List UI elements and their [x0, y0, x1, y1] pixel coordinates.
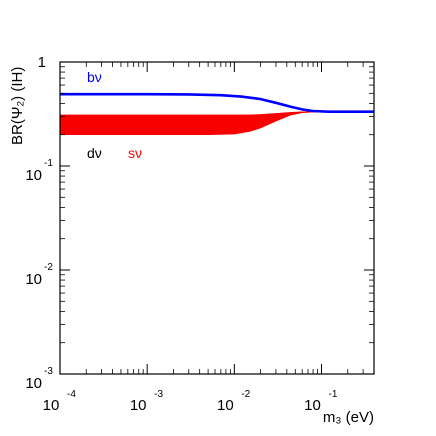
annotation-snu: sν: [128, 145, 142, 161]
series-bnu-line: [60, 92, 374, 113]
tick-layer: [59, 61, 375, 375]
x-tick-label-exponent: -1: [329, 389, 338, 400]
y-tick-label: 1: [38, 54, 46, 71]
x-tick-label-exponent: -3: [154, 389, 163, 400]
annotation-bnu: bν: [87, 69, 102, 85]
y-tick-label: 10: [25, 167, 42, 184]
x-tick-label: 10: [43, 397, 60, 414]
red-band-layer: [59, 111, 375, 135]
y-tick-label-exponent: -3: [44, 366, 53, 377]
x-tick-label-exponent: -4: [67, 389, 76, 400]
y-axis-title: BR(Ψ₂) (IH): [9, 67, 26, 145]
y-tick-label: 10: [25, 271, 42, 288]
x-tick-label-exponent: -2: [241, 389, 250, 400]
y-tick-label-exponent: -2: [44, 262, 53, 273]
line-layer: [60, 92, 374, 113]
plot-frame: [59, 61, 375, 375]
x-axis-title: m₃ (eV): [323, 409, 374, 426]
y-tick-label-exponent: -1: [44, 158, 53, 169]
band-hatch-texture: [60, 111, 302, 135]
x-tick-label: 10: [217, 397, 234, 414]
annotation-dnu: dν: [87, 145, 102, 161]
x-tick-label: 10: [304, 397, 321, 414]
x-tick-label: 10: [130, 397, 147, 414]
y-tick-label: 10: [25, 375, 42, 392]
